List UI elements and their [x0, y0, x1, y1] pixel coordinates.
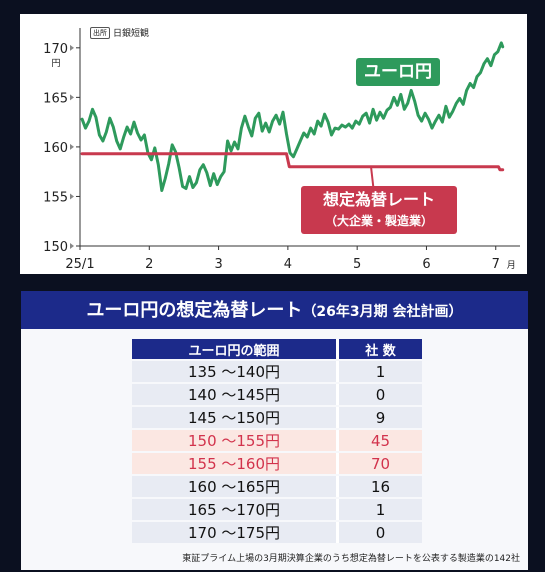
- x-tick-label: 25/1: [65, 257, 94, 272]
- chart-panel: 150 155 160 165 170 円 25/1 2 3 4 5 6 7 月 出所 日銀短観 ユーロ円…: [20, 14, 527, 274]
- table-header-row: ユーロ円の範囲 社 数: [132, 339, 422, 359]
- y-tick-label: 165: [43, 91, 68, 106]
- y-tick-marker: [70, 193, 74, 200]
- table-row: 140 〜145円 0: [132, 384, 422, 405]
- y-tick-label: 150: [43, 240, 68, 255]
- source-note: 出所 日銀短観: [90, 26, 149, 39]
- column-header-count: 社 数: [336, 339, 422, 359]
- count-cell: 16: [336, 476, 422, 497]
- range-cell: 155 〜160円: [132, 453, 336, 474]
- y-tick-marker: [70, 94, 74, 101]
- x-tick-label: 2: [145, 257, 153, 272]
- line-chart: 150 155 160 165 170円 25/1 2 3 4 5 6 7 月: [43, 28, 520, 272]
- range-cell: 135 〜140円: [132, 361, 336, 382]
- count-cell: 9: [336, 407, 422, 428]
- table-panel: ユーロ円の想定為替レート（26年3月期 会社計画） ユーロ円の範囲 社 数 13…: [21, 291, 528, 570]
- y-unit-label: 円: [51, 58, 60, 69]
- source-text: 日銀短観: [113, 29, 150, 39]
- table-row: 170 〜175円 0: [132, 522, 422, 543]
- range-cell: 150 〜155円: [132, 430, 336, 451]
- x-tick-label: 3: [214, 257, 222, 272]
- count-cell: 45: [336, 430, 422, 451]
- y-tick-marker: [70, 243, 74, 249]
- table-row: 160 〜165円 16: [132, 476, 422, 497]
- range-cell: 170 〜175円: [132, 522, 336, 543]
- table-title-sub: （26年3月期 会社計画）: [302, 304, 463, 320]
- count-cell: 70: [336, 453, 422, 474]
- legend-assumed-rate-title: 想定為替レート: [322, 190, 435, 209]
- table-row: 155 〜160円 70: [132, 453, 422, 474]
- legend-assumed-rate-sub: （大企業・製造業）: [324, 214, 433, 228]
- y-tick-marker: [70, 44, 74, 51]
- table-title: ユーロ円の想定為替レート（26年3月期 会社計画）: [21, 293, 528, 329]
- table-row: 135 〜140円 1: [132, 361, 422, 382]
- source-tag: 出所: [90, 26, 110, 39]
- table-row: 145 〜150円 9: [132, 407, 422, 428]
- assumed-rate-line: [80, 152, 505, 172]
- range-cell: 165 〜170円: [132, 499, 336, 520]
- table-title-main: ユーロ円の想定為替レート: [86, 300, 303, 321]
- y-tick-label: 170: [43, 42, 68, 57]
- y-tick-label: 155: [43, 190, 68, 205]
- count-cell: 0: [336, 522, 422, 543]
- y-tick-label: 160: [43, 141, 68, 156]
- range-cell: 160 〜165円: [132, 476, 336, 497]
- legend-assumed-rate: 想定為替レート （大企業・製造業）: [301, 186, 457, 234]
- count-cell: 0: [336, 384, 422, 405]
- x-tick-label: 5: [353, 257, 361, 272]
- euro-yen-line: [80, 41, 505, 192]
- legend-euro-yen: ユーロ円: [356, 58, 440, 86]
- x-tick-label: 6: [422, 257, 430, 272]
- count-cell: 1: [336, 361, 422, 382]
- table-row: 150 〜155円 45: [132, 430, 422, 451]
- y-tick-marker: [70, 143, 74, 150]
- table-body: 135 〜140円 1 140 〜145円 0 145 〜150円 9 150 〜155円 4…: [132, 361, 422, 543]
- x-tick-label: 4: [284, 257, 292, 272]
- table-row: 165 〜170円 1: [132, 499, 422, 520]
- rate-range-table: ユーロ円の範囲 社 数 135 〜140円 1 140 〜145円 0 145 〜150…: [132, 337, 422, 545]
- count-cell: 1: [336, 499, 422, 520]
- x-tick-label: 7: [492, 257, 500, 272]
- x-unit-label: 月: [507, 260, 516, 271]
- column-header-range: ユーロ円の範囲: [132, 339, 336, 359]
- range-cell: 140 〜145円: [132, 384, 336, 405]
- table-footnote: 東証プライム上場の3月期決算企業のうち想定為替レートを公表する製造業の142社: [182, 554, 520, 564]
- range-cell: 145 〜150円: [132, 407, 336, 428]
